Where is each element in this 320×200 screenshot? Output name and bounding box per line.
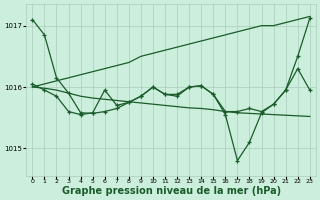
X-axis label: Graphe pression niveau de la mer (hPa): Graphe pression niveau de la mer (hPa) (61, 186, 281, 196)
